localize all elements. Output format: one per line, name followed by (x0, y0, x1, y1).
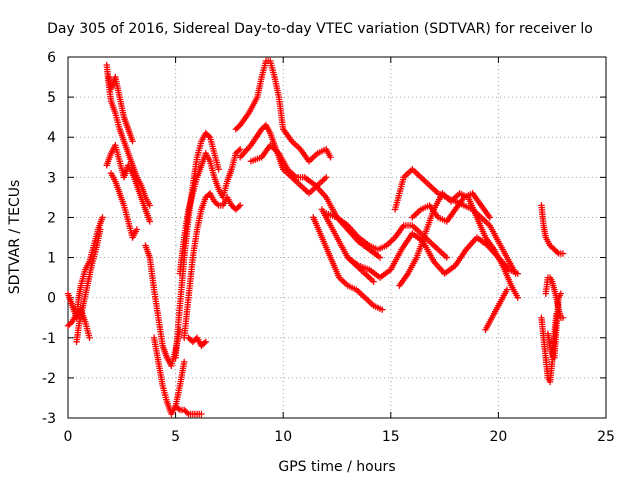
x-axis-label: GPS time / hours (278, 459, 395, 475)
data-point-marker (235, 203, 242, 210)
data-point-marker (557, 290, 565, 297)
data-trace (73, 226, 104, 345)
y-tick-label: 1 (47, 251, 56, 267)
data-trace (176, 146, 244, 277)
data-point-marker (201, 339, 208, 347)
y-tick-label: -2 (42, 371, 56, 387)
data-point-marker (198, 410, 205, 418)
x-tick-label: 20 (489, 429, 507, 445)
data-point-marker (236, 202, 244, 209)
data-point-marker (327, 154, 334, 161)
data-point-marker (86, 334, 93, 341)
y-tick-label: 3 (47, 170, 56, 186)
y-tick-label: 4 (47, 130, 56, 146)
data-point-marker (376, 254, 384, 261)
data-point-marker (235, 147, 242, 154)
data-trace (232, 57, 334, 165)
gridlines (68, 57, 606, 418)
data-trace (538, 202, 567, 257)
data-point-marker (67, 319, 75, 327)
x-tick-label: 10 (274, 429, 292, 445)
data-point-marker (378, 306, 386, 313)
data-trace (409, 190, 493, 225)
y-tick-label: -1 (42, 331, 56, 347)
data-point-marker (99, 214, 106, 221)
data-point-marker (146, 202, 153, 209)
data-trace (103, 142, 153, 225)
y-axis: -3 -2 -1 0 1 2 3 4 5 6 (42, 50, 606, 427)
data-trace (185, 334, 209, 349)
data-point-marker (129, 138, 136, 145)
data-point-marker (97, 226, 104, 233)
data-point-marker (514, 294, 521, 301)
data-trace (318, 206, 377, 285)
data-trace (544, 290, 565, 362)
data-point-marker (215, 166, 222, 173)
chart-title: Day 305 of 2016, Sidereal Day-to-day VTE… (47, 21, 593, 37)
data-trace (105, 73, 136, 145)
y-tick-label: -3 (42, 411, 56, 427)
data-point-marker (559, 250, 567, 257)
x-tick-label: 25 (597, 429, 615, 445)
data-point-marker (486, 214, 493, 221)
data-point-marker (370, 278, 377, 285)
data-point-marker (146, 218, 153, 225)
data-trace (310, 214, 386, 313)
x-tick-label: 15 (382, 429, 400, 445)
data-point-marker (202, 338, 209, 345)
data-trace (482, 286, 511, 333)
x-tick-label: 0 (64, 429, 73, 445)
data-point-marker (559, 314, 567, 321)
plot-frame (67, 56, 607, 419)
data-point-marker (214, 200, 221, 208)
data-point-marker (236, 146, 244, 153)
data-point-marker (443, 254, 450, 261)
data-series (64, 57, 567, 418)
data-trace (107, 170, 141, 241)
data-point-marker (175, 405, 182, 412)
data-trace (64, 306, 93, 341)
data-point-marker (183, 409, 191, 416)
y-tick-label: 6 (47, 50, 56, 66)
y-tick-label: 5 (47, 90, 56, 106)
data-trace (150, 334, 188, 418)
y-tick-label: 0 (47, 291, 56, 307)
y-tick-label: 2 (47, 210, 56, 226)
data-point-marker (503, 286, 511, 293)
data-trace (103, 61, 153, 209)
data-point-marker (323, 174, 330, 181)
data-point-marker (133, 226, 141, 233)
data-point-marker (512, 270, 519, 277)
data-point-marker (554, 249, 561, 256)
data-point-marker (205, 132, 212, 140)
x-tick-label: 5 (171, 429, 180, 445)
data-trace (64, 214, 106, 321)
data-trace (172, 402, 205, 418)
data-trace (181, 190, 244, 341)
data-point-marker (181, 358, 188, 366)
y-axis-label: SDTVAR / TECUs (7, 180, 23, 295)
x-axis: 0 5 10 15 20 25 (64, 57, 615, 445)
